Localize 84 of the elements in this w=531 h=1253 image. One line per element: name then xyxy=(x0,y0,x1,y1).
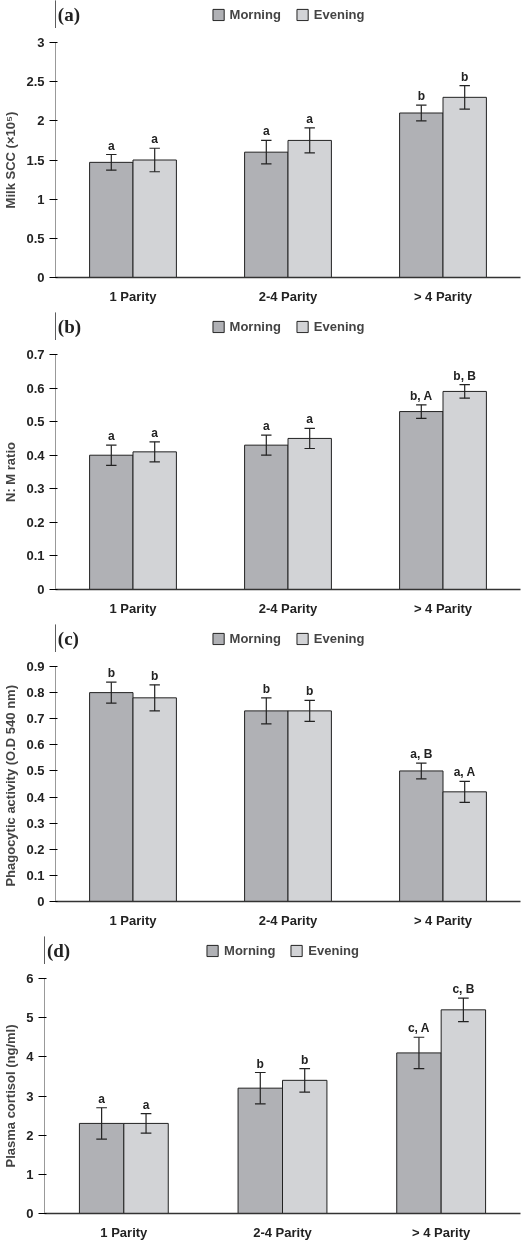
x-tick-label: > 4 Parity xyxy=(413,912,473,928)
legend-label: Evening xyxy=(313,630,365,646)
data-label: b xyxy=(306,684,314,699)
data-label: c, B xyxy=(452,982,475,997)
y-tick-label: 0 xyxy=(37,270,45,285)
y-axis-title: N: M ratio xyxy=(3,441,19,502)
x-tick-label: > 4 Parity xyxy=(412,1224,472,1240)
data-label: a xyxy=(98,1091,106,1106)
chart-title: (c) xyxy=(57,628,79,650)
y-tick-label: 0.2 xyxy=(26,841,45,857)
y-tick-label: 1 xyxy=(26,1166,34,1182)
data-label: a xyxy=(151,425,159,440)
y-tick-label: 0.4 xyxy=(26,447,46,463)
y-tick-label: 0.3 xyxy=(26,815,45,831)
y-tick-label: 0.8 xyxy=(26,685,45,701)
y-tick-label: 2 xyxy=(37,113,45,129)
y-axis-title: Milk SCC (×10⁵) xyxy=(3,111,19,209)
y-tick-label: 6 xyxy=(26,971,34,986)
x-tick-label: 1 Parity xyxy=(109,600,158,616)
y-axis-title: Phagocytic activity (O.D 540 nm) xyxy=(3,685,19,887)
y-tick-label: 0.4 xyxy=(26,789,46,805)
chart-title: (a) xyxy=(57,4,80,26)
data-label: b xyxy=(262,681,270,696)
data-label: b, A xyxy=(409,388,433,403)
legend-label: Morning xyxy=(229,318,281,334)
data-label: c, A xyxy=(407,1021,430,1036)
legend-label: Morning xyxy=(229,630,281,646)
y-tick-label: 3 xyxy=(37,35,45,50)
legend-label: Evening xyxy=(308,942,359,958)
y-tick-label: 0.1 xyxy=(26,548,45,564)
y-tick-label: 0.6 xyxy=(26,737,45,753)
data-label: a xyxy=(151,132,159,147)
data-label: b xyxy=(301,1052,309,1067)
y-tick-label: 0.2 xyxy=(26,514,45,530)
y-tick-label: 0.7 xyxy=(26,347,45,362)
y-tick-label: 5 xyxy=(26,1010,34,1026)
y-tick-label: 2 xyxy=(26,1127,34,1143)
y-tick-label: 4 xyxy=(26,1049,35,1065)
y-tick-label: 0.5 xyxy=(26,763,45,779)
data-label: a xyxy=(262,419,270,434)
y-tick-label: 2.5 xyxy=(26,74,45,90)
y-tick-label: 0.9 xyxy=(26,659,45,674)
data-label: a, A xyxy=(453,765,476,780)
data-label: a xyxy=(142,1097,150,1112)
y-tick-label: 0 xyxy=(37,894,45,909)
y-tick-label: 3 xyxy=(26,1088,34,1104)
chart-title: (d) xyxy=(46,940,71,962)
data-label: b xyxy=(107,666,115,681)
y-tick-label: 0.7 xyxy=(26,711,45,727)
data-label: b, B xyxy=(453,368,477,383)
data-label: b xyxy=(256,1056,264,1071)
x-tick-label: 2-4 Parity xyxy=(258,912,319,928)
data-label: a xyxy=(306,111,314,126)
x-tick-label: > 4 Parity xyxy=(413,600,473,616)
y-tick-label: 0.6 xyxy=(26,380,45,396)
y-tick-label: 0.5 xyxy=(26,414,45,430)
x-tick-label: 2-4 Parity xyxy=(253,1224,313,1240)
data-label: a, B xyxy=(410,747,433,762)
y-tick-label: 0.5 xyxy=(26,230,45,246)
y-tick-label: 0.3 xyxy=(26,481,45,497)
data-label: b xyxy=(417,89,425,104)
legend-label: Evening xyxy=(313,6,365,22)
y-axis-title: Plasma cortisol (ng/ml) xyxy=(3,1024,19,1168)
data-label: a xyxy=(262,124,270,139)
y-tick-label: 1 xyxy=(37,191,45,207)
legend-label: Morning xyxy=(224,942,276,958)
x-tick-label: 2-4 Parity xyxy=(258,600,319,616)
data-label: a xyxy=(107,429,115,444)
data-label: b xyxy=(461,69,469,84)
data-label: b xyxy=(151,668,159,683)
y-tick-label: 1.5 xyxy=(26,152,45,168)
data-label: a xyxy=(107,138,115,153)
y-tick-label: 0 xyxy=(26,1206,34,1221)
x-tick-label: 1 Parity xyxy=(109,288,158,304)
data-label: a xyxy=(306,412,314,427)
legend-label: Evening xyxy=(313,318,365,334)
y-tick-label: 0.1 xyxy=(26,867,45,883)
legend-label: Morning xyxy=(229,6,281,22)
chart-title: (b) xyxy=(57,316,82,338)
x-tick-label: 2-4 Parity xyxy=(258,288,319,304)
y-tick-label: 0 xyxy=(37,582,45,597)
x-tick-label: 1 Parity xyxy=(109,912,158,928)
x-tick-label: > 4 Parity xyxy=(413,288,473,304)
x-tick-label: 1 Parity xyxy=(100,1224,149,1240)
